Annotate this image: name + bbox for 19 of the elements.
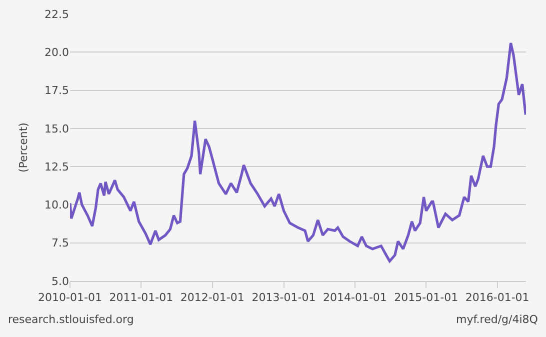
y-tick-label: 10.0 <box>44 198 69 212</box>
text: research.stlouisfed.org <box>8 313 134 326</box>
y-tick-label: 17.5 <box>44 84 69 98</box>
x-tick-label: 2014-01-01 <box>322 291 387 304</box>
x-tick-label: 2015-01-01 <box>394 291 458 304</box>
x-tick-label: 2010-01-01 <box>38 291 102 304</box>
y-tick-label: 20.0 <box>44 46 69 59</box>
y-tick-label: 7.5 <box>52 236 69 250</box>
line-series <box>70 42 526 262</box>
y-tick-label: 5.0 <box>52 274 69 288</box>
y-tick-label: 12.5 <box>44 160 69 174</box>
x-tick-label: 2012-01-01 <box>180 291 244 304</box>
y-tick-label: 15.0 <box>44 122 69 136</box>
x-tick-label: 2016-01-01 <box>465 291 530 304</box>
x-tick-label: 2013-01-01 <box>252 291 316 304</box>
y-axis-title: (Percent) <box>17 122 30 172</box>
y-tick-label: 22.5 <box>44 8 69 21</box>
text: myf.red/g/4i8Q <box>456 313 538 326</box>
x-tick-label: 2011-01-01 <box>109 291 174 304</box>
